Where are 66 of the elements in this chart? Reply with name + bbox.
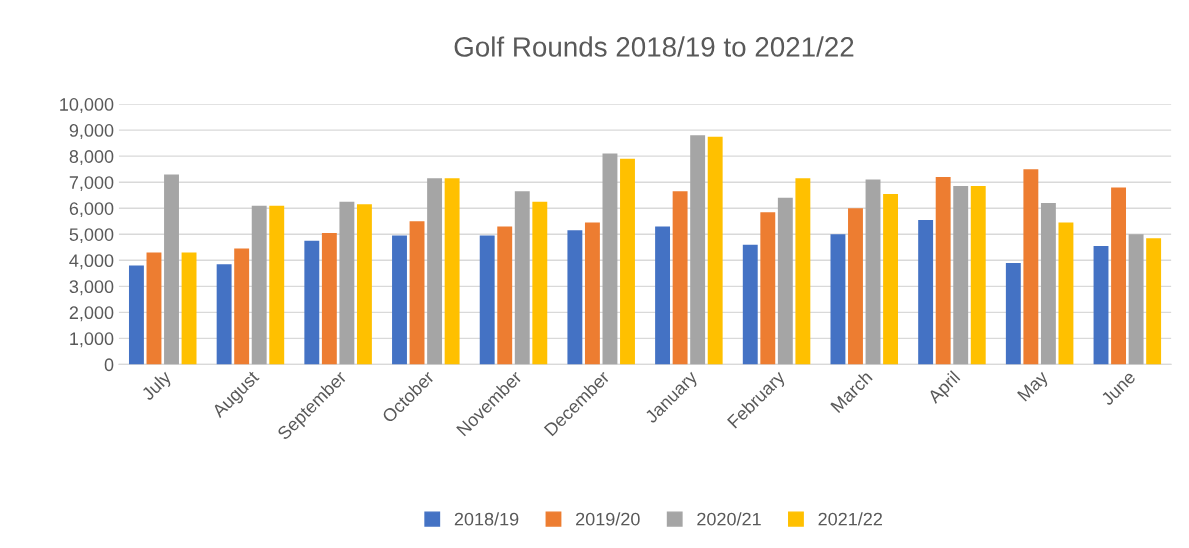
bar [321,232,337,365]
bar [935,177,951,365]
bar [707,136,723,365]
bar [269,205,285,365]
chart-title: Golf Rounds 2018/19 to 2021/22 [454,36,854,57]
bar [953,186,969,365]
bar [690,135,706,365]
bar [128,265,144,365]
x-tick-label: July [140,369,175,404]
bar [970,186,986,365]
bar [1146,238,1162,365]
legend-label: 2021/22 [818,512,882,526]
y-tick-label: 8,000 [69,150,114,166]
bar [777,197,793,365]
bar [830,234,846,365]
y-tick-label: 1,000 [70,332,114,348]
bar [514,191,530,365]
bar [567,230,583,365]
bar [1058,222,1074,365]
bar [1040,203,1056,365]
bar [848,208,863,365]
bar [304,240,320,365]
bar [356,204,372,365]
bar [1111,187,1127,365]
y-tick-label: 10,000 [60,98,114,113]
bar [795,178,811,365]
bar [865,179,881,365]
x-tick-label: May [1017,369,1052,405]
bar [479,235,495,365]
bar [146,252,162,365]
bar [532,201,548,365]
y-tick-label: 3,000 [69,280,114,296]
bar [672,191,688,365]
bar [164,174,179,365]
y-tick-label: 9,000 [69,124,114,139]
bar [339,201,355,365]
legend-label: 2020/21 [697,512,761,526]
bar [918,219,934,365]
y-tick-label: 7,000 [69,176,114,192]
bar [655,226,671,365]
bar [234,248,250,365]
bar [444,178,460,365]
bar [216,264,232,365]
bar [251,205,267,365]
bar [1005,262,1021,365]
y-tick-label: 5,000 [69,228,114,244]
bar [1093,245,1109,365]
bar [760,212,776,365]
y-tick-label: 6,000 [69,202,114,218]
bar [1128,234,1144,365]
bar [181,252,197,365]
bar [602,153,618,365]
bar [1023,169,1039,365]
bar [409,221,425,365]
bar [497,226,513,365]
bar [427,178,443,365]
bar [883,193,899,365]
bar [392,235,407,365]
y-tick-label: 2,000 [69,306,114,322]
bar [620,158,635,365]
y-tick-label: 4,000 [69,254,114,270]
legend-label: 2018/19 [454,512,519,526]
legend-label: 2019/20 [576,512,640,526]
bar [742,244,758,365]
bar [584,222,600,365]
y-tick-label: 0 [104,358,114,372]
